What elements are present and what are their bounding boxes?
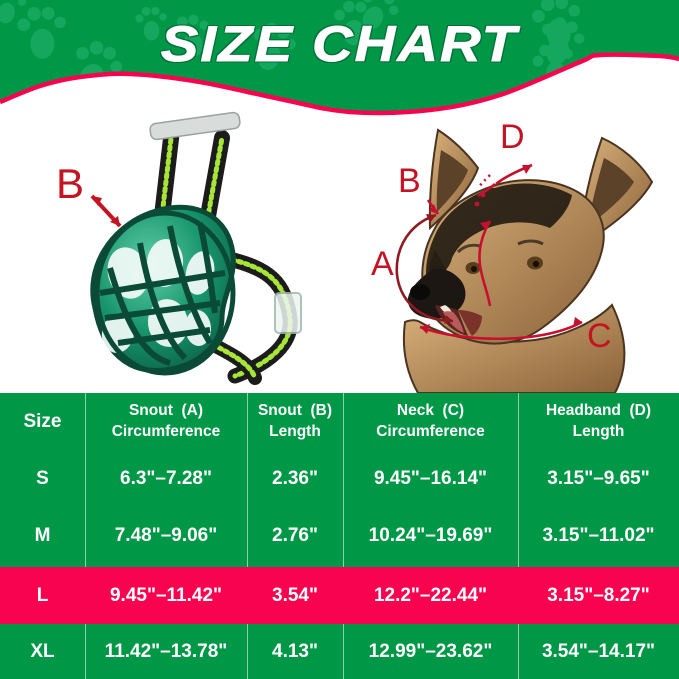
svg-text:B: B xyxy=(56,160,84,207)
svg-text:A: A xyxy=(371,245,394,283)
svg-text:D: D xyxy=(500,118,525,156)
svg-text:B: B xyxy=(398,162,421,200)
svg-text:C: C xyxy=(587,317,612,355)
